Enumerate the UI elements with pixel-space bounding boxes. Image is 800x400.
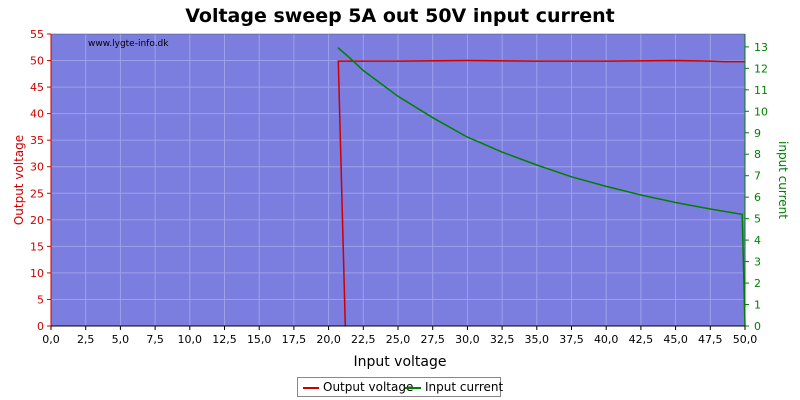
- data-point: [466, 59, 468, 62]
- legend-label: Output voltage: [323, 380, 414, 394]
- y-right-tick-label: 2: [754, 277, 761, 290]
- y-right-axis-label: input current: [776, 141, 790, 219]
- x-tick-label: 37,5: [559, 333, 584, 346]
- y-left-tick-label: 5: [37, 293, 44, 306]
- y-right-tick-label: 13: [754, 41, 768, 54]
- y-left-tick-label: 30: [30, 161, 44, 174]
- data-point: [397, 95, 399, 97]
- x-axis-label: Input voltage: [353, 354, 446, 370]
- data-point: [709, 208, 711, 210]
- y-right-tick-label: 9: [754, 127, 761, 140]
- y-right-tick-label: 4: [754, 234, 761, 247]
- data-point: [723, 61, 725, 63]
- x-tick-label: 30,0: [455, 333, 480, 346]
- x-tick-label: 47,5: [698, 333, 723, 346]
- data-point: [570, 176, 573, 178]
- chart-title: Voltage sweep 5A out 50V input current: [185, 5, 615, 27]
- y-right-tick-label: 12: [754, 62, 768, 75]
- legend-item-output-voltage: Output voltage: [303, 380, 413, 394]
- data-point: [337, 47, 339, 49]
- y-right-tick-label: 8: [754, 148, 761, 161]
- series-layer: [337, 47, 746, 327]
- x-tick-label: 40,0: [594, 333, 619, 346]
- y-left-tick-label: 45: [30, 81, 44, 94]
- x-tick-label: 50,0: [733, 333, 758, 346]
- y-right-tick-label: 3: [754, 256, 761, 269]
- y-right-tick-label: 5: [754, 213, 761, 226]
- x-tick-label: 10,0: [178, 333, 203, 346]
- x-tick-label: 22,5: [351, 333, 376, 346]
- x-tick-label: 7,5: [146, 333, 164, 346]
- x-tick-label: 17,5: [282, 333, 307, 346]
- y-right-tick-label: 0: [754, 320, 761, 333]
- y-right-tick-label: 6: [754, 191, 761, 204]
- y-left-tick-label: 10: [30, 267, 44, 280]
- legend: Output voltage Input current: [297, 377, 503, 397]
- y-left-tick-label: 20: [30, 214, 44, 227]
- y-right-tick-label: 7: [754, 170, 761, 183]
- y-right-tick-label: 10: [754, 105, 768, 118]
- y-left-tick-label: 55: [30, 28, 44, 41]
- x-tick-labels: 0,0 2,5 5,0 7,5 10,0 12,5 15,0 17,5 20,0 22,5 25,0…: [42, 333, 757, 346]
- x-tick-label: 2,5: [77, 333, 95, 346]
- legend-item-input-current: Input current: [405, 380, 503, 394]
- data-point: [501, 151, 503, 153]
- axes: [47, 33, 749, 330]
- x-tick-label: 42,5: [629, 333, 654, 346]
- y-left-tick-labels: 0 5 10 15 20 25 30 35 40 45 50 55: [30, 28, 44, 333]
- x-tick-label: 25,0: [386, 333, 411, 346]
- x-tick-label: 45,0: [663, 333, 688, 346]
- grid-lines: [51, 34, 745, 326]
- x-tick-label: 5,0: [112, 333, 130, 346]
- y-left-tick-label: 25: [30, 187, 44, 200]
- y-right-tick-label: 1: [754, 299, 761, 312]
- legend-swatch: [405, 386, 421, 389]
- x-tick-label: 20,0: [316, 333, 341, 346]
- data-point: [709, 60, 711, 62]
- x-tick-label: 27,5: [420, 333, 445, 346]
- data-point: [348, 60, 351, 62]
- x-tick-label: 35,0: [525, 333, 550, 346]
- data-point: [675, 59, 677, 62]
- data-point: [432, 117, 434, 119]
- watermark: www.lygte-info.dk: [88, 39, 169, 49]
- x-tick-label: 12,5: [212, 333, 237, 346]
- x-tick-label: 0,0: [42, 333, 60, 346]
- y-right-tick-label: 11: [754, 84, 768, 97]
- legend-swatch: [303, 386, 319, 389]
- data-point: [675, 201, 677, 204]
- y-left-axis-label: Output voltage: [12, 135, 26, 225]
- data-point: [605, 60, 607, 62]
- data-point: [605, 185, 607, 188]
- x-tick-label: 15,0: [247, 333, 272, 346]
- data-point: [466, 136, 468, 138]
- data-point: [337, 60, 339, 62]
- data-point: [536, 164, 538, 166]
- legend-label: Input current: [425, 380, 504, 394]
- y-left-tick-label: 35: [30, 134, 44, 147]
- y-left-tick-label: 40: [30, 108, 44, 121]
- data-point: [640, 194, 642, 196]
- y-left-tick-label: 50: [30, 55, 44, 68]
- x-tick-label: 32,5: [490, 333, 515, 346]
- data-point: [397, 60, 399, 62]
- y-left-tick-label: 15: [30, 240, 44, 253]
- data-point: [741, 213, 743, 215]
- data-point: [348, 57, 351, 59]
- data-point: [536, 60, 538, 62]
- data-point: [362, 69, 364, 72]
- y-left-tick-label: 0: [37, 320, 44, 333]
